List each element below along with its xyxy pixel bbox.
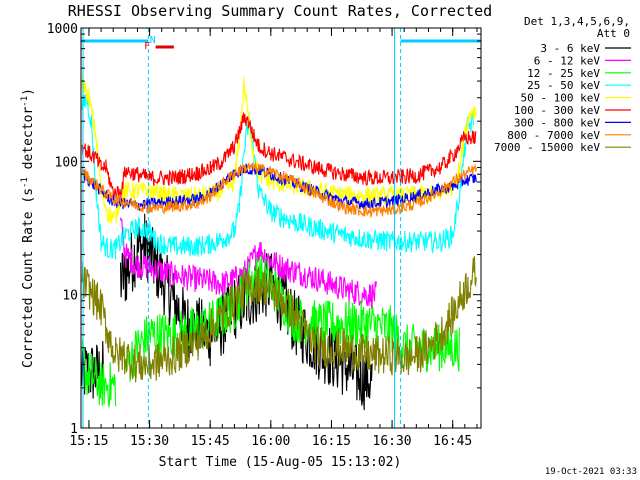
legend-label-7: 800 - 7000 keV xyxy=(507,129,600,142)
series-line-8-0 xyxy=(81,256,477,383)
series-line-3-0 xyxy=(81,93,475,260)
x-tick-label-3: 16:00 xyxy=(251,434,290,449)
series-line-2-0 xyxy=(81,338,117,408)
legend-label-1: 6 - 12 keV xyxy=(534,54,601,67)
legend-label-3: 25 - 50 keV xyxy=(527,79,600,92)
x-tick-label-4: 16:15 xyxy=(312,434,351,449)
footer-date: 19-Oct-2021 03:33 xyxy=(545,467,637,477)
series-7 xyxy=(81,162,477,219)
x-tick-label-2: 15:45 xyxy=(191,434,230,449)
legend-label-8: 7000 - 15000 keV xyxy=(494,141,600,154)
y-tick-label-3: 1000 xyxy=(47,22,78,37)
series-line-7-0 xyxy=(81,162,477,219)
series-3 xyxy=(81,93,475,260)
x-axis: 15:15 15:30 15:45 16:00 16:15 16:30 16:45 xyxy=(69,28,478,449)
legend-header-1: Att 0 xyxy=(597,27,630,40)
plot-area: NF xyxy=(80,27,482,429)
plot-frame xyxy=(80,27,482,429)
x-tick-label-6: 16:45 xyxy=(433,434,472,449)
series-line-1-0 xyxy=(119,217,378,310)
y-tick-label-2: 100 xyxy=(55,155,78,170)
y-axis: 1 10 100 1000 xyxy=(47,22,481,437)
series-line-4-0 xyxy=(81,75,477,224)
y-tick-label-0: 1 xyxy=(70,422,78,437)
series-8 xyxy=(81,256,477,383)
legend-label-4: 50 - 100 keV xyxy=(521,92,601,105)
series-1 xyxy=(119,217,378,310)
x-tick-label-5: 16:30 xyxy=(373,434,412,449)
x-tick-label-1: 15:30 xyxy=(130,434,169,449)
legend-label-5: 100 - 300 keV xyxy=(514,104,600,117)
flag-label-F: F xyxy=(144,41,150,52)
legend-label-0: 3 - 6 keV xyxy=(540,42,600,55)
chart-title: RHESSI Observing Summary Count Rates, Co… xyxy=(68,2,492,20)
x-tick-label-0: 15:15 xyxy=(69,434,108,449)
series-5 xyxy=(81,112,477,202)
flag-label-N: N xyxy=(150,35,156,46)
series-4 xyxy=(81,75,477,224)
legend-header-0: Det 1,3,4,5,6,9, xyxy=(524,15,630,28)
x-axis-label: Start Time (15-Aug-05 15:13:02) xyxy=(159,455,402,470)
legend-label-6: 300 - 800 keV xyxy=(514,116,600,129)
legend-label-2: 12 - 25 keV xyxy=(527,67,600,80)
y-tick-label-1: 10 xyxy=(62,289,78,304)
y-axis-label: Corrected Count Rate (s-1 detector-1) xyxy=(20,88,36,368)
series-line-5-0 xyxy=(81,112,477,202)
